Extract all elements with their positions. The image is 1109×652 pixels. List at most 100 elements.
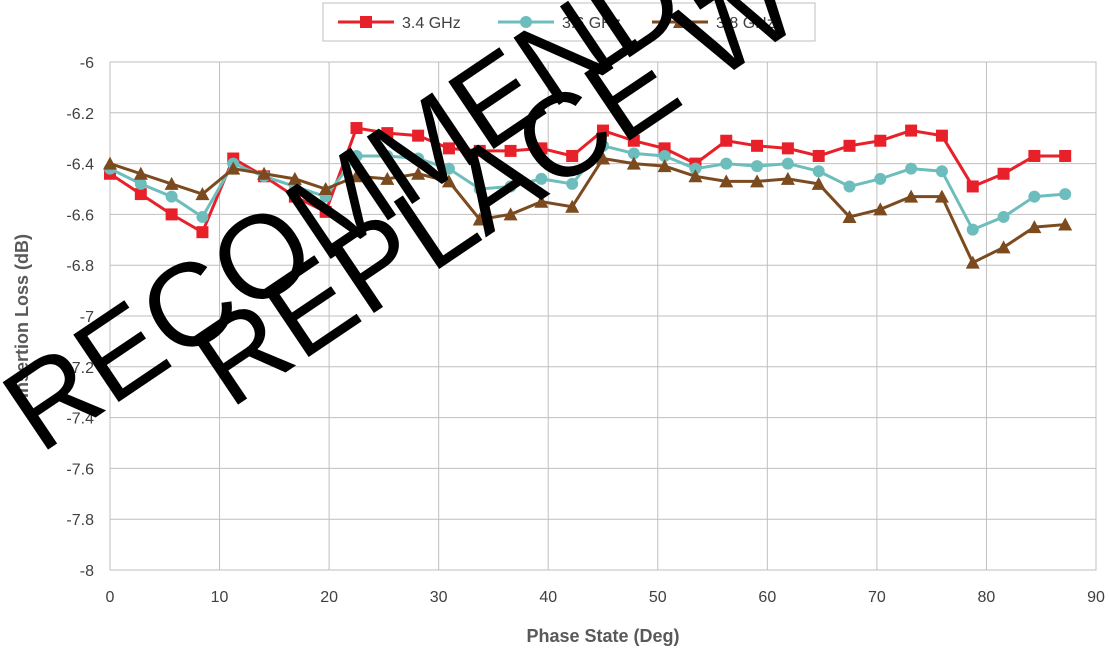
data-point: [874, 172, 887, 185]
data-point: [996, 240, 1011, 254]
data-point: [843, 139, 856, 152]
y-tick-label: -6.8: [66, 258, 94, 275]
data-point: [751, 139, 764, 152]
data-point: [1028, 190, 1041, 203]
legend-marker: [520, 16, 532, 28]
y-tick-label: -7.6: [66, 461, 94, 478]
data-point: [719, 174, 734, 188]
data-point: [904, 189, 919, 203]
data-point: [842, 209, 857, 223]
data-point: [658, 149, 671, 162]
data-point: [319, 205, 332, 218]
x-tick-label: 60: [758, 589, 776, 606]
data-point: [534, 194, 549, 208]
data-point: [380, 171, 395, 185]
data-point: [442, 162, 455, 175]
x-tick-label: 20: [320, 589, 338, 606]
data-point: [287, 171, 302, 185]
data-point: [504, 180, 517, 193]
legend: 3.4 GHz 3.6 GHz 3.8 GHz: [322, 2, 816, 42]
legend-marker: [673, 15, 687, 28]
legend-box: [322, 2, 816, 42]
data-point: [472, 212, 487, 226]
data-point: [381, 127, 394, 140]
data-point: [965, 255, 980, 269]
y-tick-label: -6.6: [66, 207, 94, 224]
x-tick-label: 40: [539, 589, 557, 606]
legend-marker: [360, 16, 372, 28]
data-point: [597, 139, 609, 152]
data-point: [843, 180, 856, 193]
data-point: [1058, 217, 1073, 231]
data-point: [688, 169, 703, 183]
data-point: [935, 129, 948, 142]
data-point: [874, 134, 887, 147]
data-point: [195, 187, 210, 201]
legend-label: 3.4 GHz: [402, 15, 461, 32]
data-point: [288, 190, 301, 203]
data-point: [1059, 188, 1072, 201]
data-point: [473, 183, 486, 195]
x-tick-label: 10: [211, 589, 229, 606]
data-point: [196, 226, 209, 239]
data-point: [627, 134, 640, 147]
x-tick-label: 30: [430, 589, 448, 606]
data-point: [966, 223, 979, 236]
data-point: [381, 149, 394, 162]
data-point: [626, 156, 641, 170]
data-point: [412, 129, 425, 142]
data-point: [1059, 149, 1072, 162]
data-point: [535, 142, 548, 155]
data-point: [134, 177, 147, 190]
data-point: [751, 160, 764, 173]
plot-frame: [109, 61, 1097, 571]
x-tick-label: 80: [978, 589, 996, 606]
data-point: [504, 144, 517, 157]
data-point: [781, 142, 794, 155]
data-point: [134, 188, 147, 201]
watermark: RECOMMENDED W REPLACE W: [0, 0, 962, 477]
data-point: [503, 207, 518, 221]
data-point: [935, 165, 948, 178]
data-point: [473, 144, 486, 157]
data-point: [318, 182, 333, 195]
data-point: [596, 151, 610, 165]
legend-label: 3.6 GHz: [562, 15, 621, 32]
data-point: [349, 169, 364, 183]
y-tick-label: -8: [80, 563, 94, 580]
data-point: [164, 176, 179, 190]
data-point: [811, 176, 826, 190]
data-point: [750, 174, 765, 188]
data-point: [873, 202, 888, 216]
y-tick-label: -6.4: [66, 157, 94, 174]
y-tick-label: -7.2: [66, 360, 94, 377]
data-point: [689, 162, 702, 175]
data-point: [196, 210, 209, 223]
data-point: [905, 162, 918, 175]
data-point: [411, 166, 426, 180]
x-axis-title: Phase State (Deg): [526, 626, 679, 646]
x-tick-label: 70: [868, 589, 886, 606]
data-point: [165, 208, 178, 221]
y-tick-label: -7.4: [66, 411, 94, 428]
axis-layer: -6 -6.2 -6.4 -6.6 -6.8 -7 -7.2 -7.4 -7.6 -7.8 -8 0 1…: [66, 55, 1105, 606]
data-point: [441, 174, 456, 188]
data-point: [1028, 149, 1041, 162]
data-point: [565, 199, 580, 213]
data-point: [412, 152, 425, 165]
data-point: [566, 177, 579, 190]
data-point: [442, 142, 455, 155]
series-3: [103, 151, 1073, 269]
data-point: [1027, 220, 1042, 234]
x-tick-label: 50: [649, 589, 667, 606]
data-point: [627, 147, 640, 160]
x-tick-label: 0: [106, 589, 115, 606]
data-point: [780, 171, 795, 185]
y-axis-title: Insertion Loss (dB): [12, 234, 32, 398]
y-tick-label: -6: [80, 55, 94, 72]
data-point: [535, 172, 548, 185]
data-point: [226, 161, 241, 175]
data-point: [934, 189, 949, 203]
data-point: [966, 180, 979, 193]
